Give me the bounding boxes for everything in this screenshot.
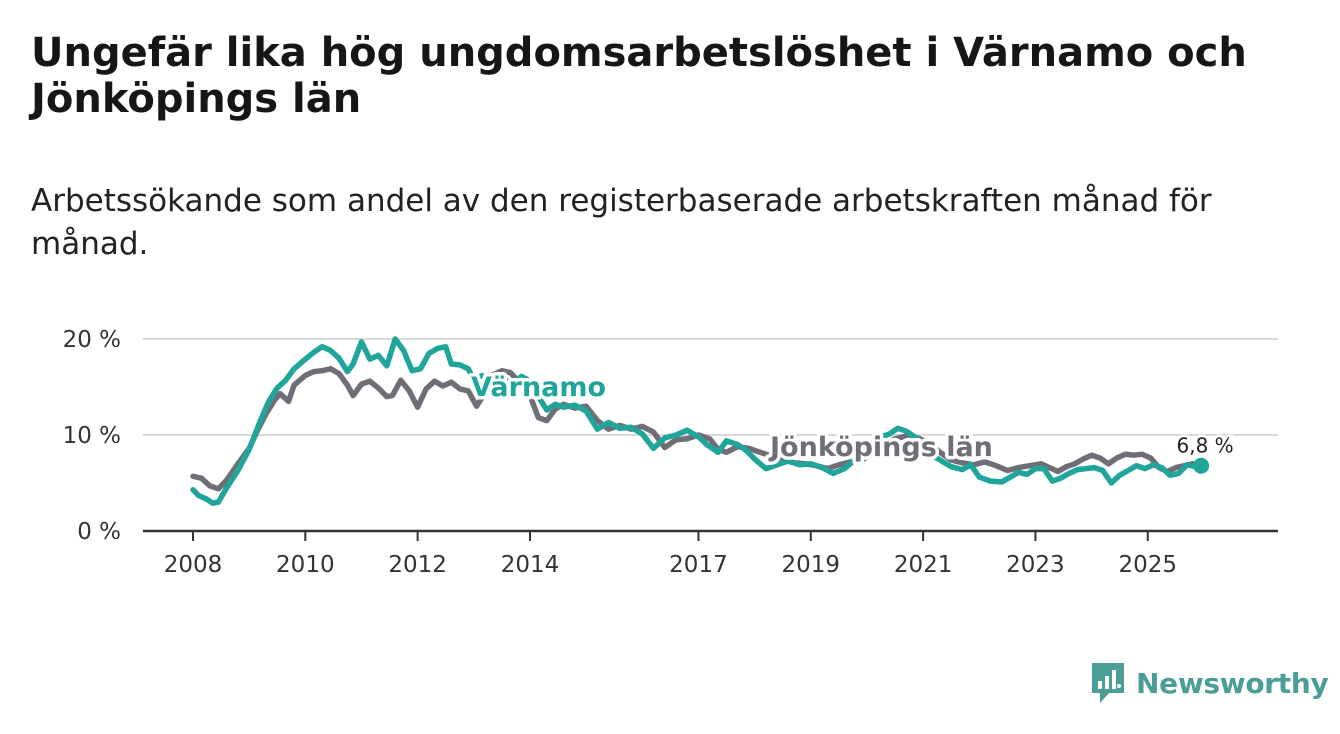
x-axis: 2008 2010 2012 2014 2017 2019 2021 2023 2025: [143, 529, 1278, 578]
y-tick-label: 20 %: [63, 327, 121, 353]
newsworthy-logo-icon: [1092, 663, 1124, 703]
x-tick-label: 2023: [1006, 552, 1065, 578]
grid-lines: [143, 338, 1278, 436]
x-tick-label: 2012: [388, 552, 447, 578]
series-label-jonkopings-lan: Jönköpings län: [768, 432, 993, 463]
series-line-jonkopings-lan: [190, 366, 1202, 492]
y-tick-label: 0 %: [77, 519, 121, 545]
x-tick-label: 2008: [164, 552, 223, 578]
x-tick-label: 2010: [276, 552, 335, 578]
series-labels: Jönköpings län Värnamo 6,8 %: [468, 369, 1236, 474]
x-tick-label: 2021: [894, 552, 953, 578]
y-axis-tick-labels: 0 % 10 % 20 %: [63, 327, 121, 545]
line-chart: 0 % 10 % 20 % 2008 2010 2012 2014 2017 2019 2021…: [63, 327, 1278, 578]
y-tick-label: 10 %: [63, 423, 121, 449]
chart-title: Ungefär lika hög ungdomsarbetslöshet i V…: [31, 30, 1247, 122]
series-line-varnamo: [190, 336, 1204, 506]
x-tick-label: 2014: [501, 552, 560, 578]
series-lines: [190, 336, 1204, 506]
series-end-point-varnamo: [1193, 457, 1210, 474]
chart-subtitle: Arbetssökande som andel av den registerb…: [31, 183, 1212, 262]
x-tick-label: 2025: [1118, 552, 1177, 578]
x-tick-label: 2017: [669, 552, 728, 578]
series-end-value-label: 6,8 %: [1177, 434, 1234, 458]
brand-name: Newsworthy: [1136, 666, 1329, 700]
brand-logo: Newsworthy: [1089, 661, 1329, 705]
x-tick-label: 2019: [782, 552, 841, 578]
series-label-varnamo: Värnamo: [471, 372, 606, 403]
